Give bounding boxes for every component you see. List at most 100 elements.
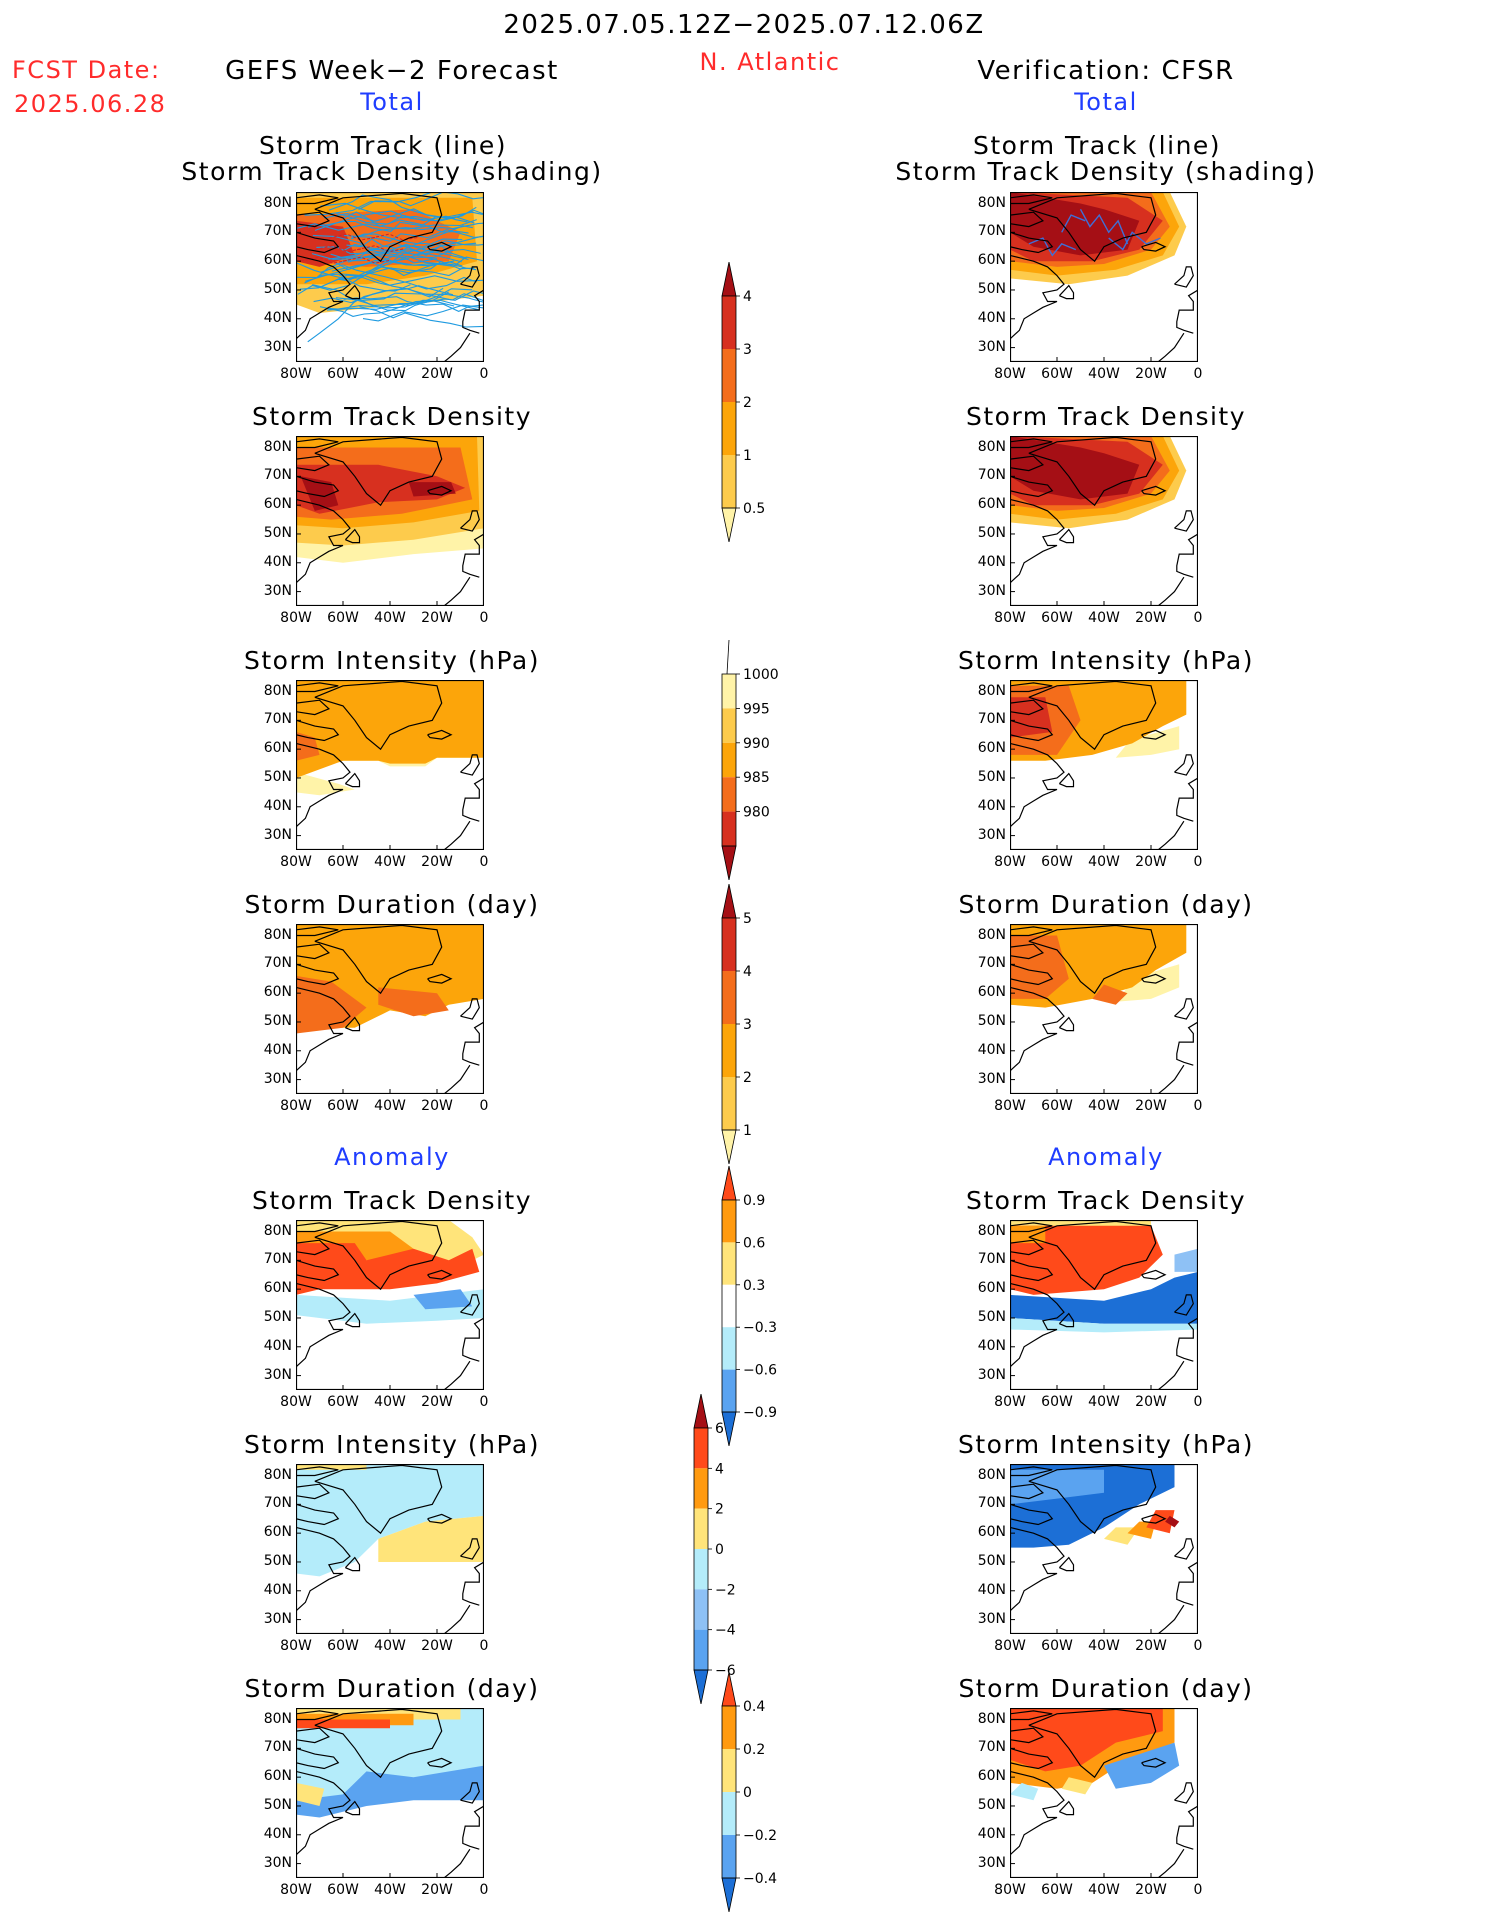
lon-label: 80W: [994, 610, 1026, 626]
lat-label: 30N: [263, 826, 292, 843]
lat-label: 30N: [263, 338, 292, 355]
lat-label: 60N: [263, 740, 292, 757]
lat-label: 80N: [263, 1222, 292, 1239]
colorbar-segment: [693, 1669, 709, 1704]
lon-label: 0: [479, 1394, 489, 1410]
colorbar-segment: [694, 1468, 708, 1509]
colorbar-label: −0.3: [743, 1320, 777, 1336]
colorbar-intensity: 1000 995 990 985 980: [721, 640, 779, 880]
map-intensity-anomaly-forecast: [296, 1464, 484, 1634]
colorbar-label: 985: [743, 770, 770, 786]
colorbar-segment: [722, 1792, 736, 1835]
lon-label: 40W: [374, 1882, 406, 1898]
colorbar-segment: [722, 1706, 736, 1749]
lat-label: 70N: [263, 223, 292, 240]
lat-label: 40N: [977, 309, 1006, 326]
title-anom-intensity-right: Storm Intensity (hPa): [958, 1430, 1254, 1459]
colorbar-segment: [694, 1549, 708, 1590]
lon-label: 80W: [994, 1638, 1026, 1654]
lat-label: 60N: [263, 1768, 292, 1785]
lon-label: 60W: [1041, 366, 1073, 382]
colorbar-segment: [694, 1428, 708, 1469]
lon-label: 60W: [327, 1638, 359, 1654]
lat-label: 40N: [977, 553, 1006, 570]
colorbar-segment: [722, 1327, 736, 1370]
lat-label: 70N: [263, 955, 292, 972]
title-intensity-left: Storm Intensity (hPa): [244, 646, 540, 675]
lat-label: 60N: [977, 496, 1006, 513]
lon-label: 60W: [1041, 854, 1073, 870]
lat-label: 70N: [977, 223, 1006, 240]
map-density-verification: [1010, 436, 1198, 606]
map-duration-anomaly-verification: [1010, 1708, 1198, 1878]
lon-label: 40W: [1088, 1638, 1120, 1654]
lat-label: 70N: [263, 1739, 292, 1756]
colorbar-segment: [722, 349, 736, 402]
colorbar-segment: [722, 1200, 736, 1243]
lon-label: 80W: [280, 1882, 312, 1898]
lat-label: 50N: [977, 1012, 1006, 1029]
colorbar-segment: [722, 777, 736, 812]
lat-label: 60N: [977, 1768, 1006, 1785]
lat-label: 30N: [977, 582, 1006, 599]
lon-label: 0: [479, 610, 489, 626]
colorbar-segment: [722, 455, 736, 508]
lon-label: 20W: [1135, 1098, 1167, 1114]
lon-label: 20W: [421, 1638, 453, 1654]
lon-label: 40W: [374, 1098, 406, 1114]
lon-label: 0: [479, 1098, 489, 1114]
lon-label: 20W: [1135, 1638, 1167, 1654]
lon-label: 60W: [1041, 1394, 1073, 1410]
colorbar-segment: [721, 1129, 737, 1164]
lat-label: 50N: [263, 1796, 292, 1813]
lon-label: 80W: [280, 1394, 312, 1410]
colorbar-label: 0.4: [743, 1699, 765, 1715]
lon-label: 60W: [327, 366, 359, 382]
lat-label: 50N: [977, 768, 1006, 785]
colorbar-label: 0.5: [743, 501, 765, 517]
lon-label: 80W: [280, 366, 312, 382]
colorbar-label: −6: [715, 1663, 736, 1679]
total-right: Total: [1074, 88, 1138, 116]
lon-label: 40W: [374, 366, 406, 382]
colorbar-duration-anomaly: 0.4 0.2 0 −0.2 −0.4: [721, 1672, 777, 1912]
lat-label: 70N: [263, 711, 292, 728]
colorbar-label: 0.6: [743, 1235, 765, 1251]
map-intensity-forecast: [296, 680, 484, 850]
lat-label: 40N: [263, 797, 292, 814]
lon-label: 0: [479, 366, 489, 382]
colorbar-segment: [721, 845, 737, 880]
colorbar-label: 6: [715, 1421, 724, 1437]
lat-label: 80N: [977, 1710, 1006, 1727]
title-intensity-right: Storm Intensity (hPa): [958, 646, 1254, 675]
lon-label: 20W: [1135, 854, 1167, 870]
fcst-date: 2025.06.28: [14, 90, 167, 118]
lon-label: 20W: [1135, 1882, 1167, 1898]
title-anom-density-left: Storm Track Density: [251, 1186, 533, 1215]
lon-label: 40W: [374, 1638, 406, 1654]
colorbar-label: −0.2: [743, 1828, 777, 1844]
colorbar-segment: [722, 708, 736, 743]
lat-label: 40N: [263, 1825, 292, 1842]
lon-label: 60W: [327, 1882, 359, 1898]
colorbar-label: 0: [743, 1785, 752, 1801]
lon-label: 60W: [1041, 610, 1073, 626]
title-anom-duration-right: Storm Duration (day): [958, 1674, 1254, 1703]
colorbar-label: 2: [715, 1502, 724, 1518]
lat-label: 80N: [263, 682, 292, 699]
lon-label: 80W: [994, 1882, 1026, 1898]
colorbar-label: 5: [743, 911, 752, 927]
title-duration-right: Storm Duration (day): [958, 890, 1254, 919]
colorbar-label: −0.9: [743, 1405, 777, 1421]
colorbar-segment: [722, 971, 736, 1024]
lat-label: 30N: [977, 1610, 1006, 1627]
lon-label: 80W: [280, 610, 312, 626]
lat-label: 40N: [263, 1581, 292, 1598]
lat-label: 30N: [263, 1610, 292, 1627]
lat-label: 80N: [977, 926, 1006, 943]
lon-label: 60W: [1041, 1098, 1073, 1114]
title-duration-left: Storm Duration (day): [244, 890, 540, 919]
lat-label: 40N: [977, 797, 1006, 814]
